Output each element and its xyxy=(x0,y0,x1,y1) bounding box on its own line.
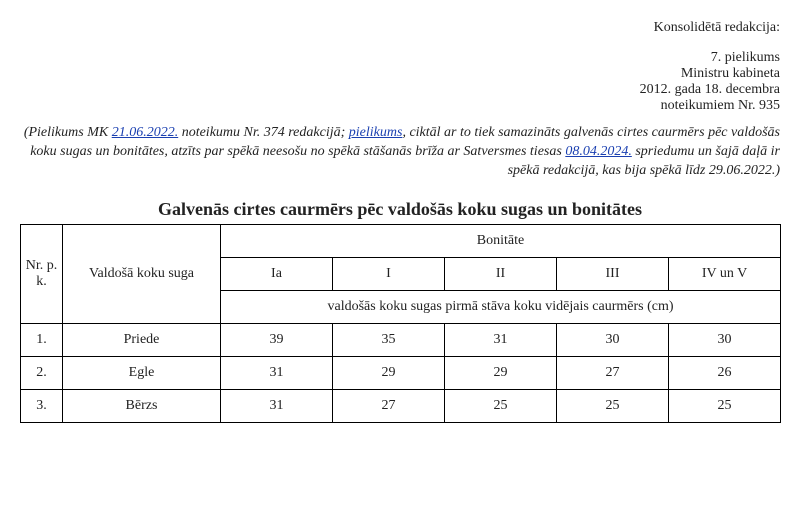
col-header-species: Valdošā koku suga xyxy=(63,224,221,323)
col-header-bon: I xyxy=(333,257,445,290)
note-text: (Pielikums MK xyxy=(24,125,112,140)
cell-value: 35 xyxy=(333,323,445,356)
cell-nr: 2. xyxy=(21,356,63,389)
col-header-nr: Nr. p. k. xyxy=(21,224,63,323)
col-header-bonitate: Bonitāte xyxy=(221,224,781,257)
note-link-date1[interactable]: 21.06.2022. xyxy=(112,125,179,140)
header-regulation: noteikumiem Nr. 935 xyxy=(20,98,780,114)
cell-species: Egle xyxy=(63,356,221,389)
cell-value: 39 xyxy=(221,323,333,356)
note-text: noteikumu Nr. 374 redakcijā; xyxy=(178,125,349,140)
header-annex: 7. pielikums xyxy=(20,50,780,66)
cell-nr: 1. xyxy=(21,323,63,356)
table-row: 3. Bērzs 31 27 25 25 25 xyxy=(21,389,781,422)
note-link-attachment[interactable]: pielikums xyxy=(349,125,403,140)
cell-nr: 3. xyxy=(21,389,63,422)
table-header-row: Nr. p. k. Valdošā koku suga Bonitāte xyxy=(21,224,781,257)
cell-value: 25 xyxy=(557,389,669,422)
col-subheader: valdošās koku sugas pirmā stāva koku vid… xyxy=(221,290,781,323)
cell-species: Bērzs xyxy=(63,389,221,422)
header-cabinet: Ministru kabineta xyxy=(20,66,780,82)
diameter-table: Nr. p. k. Valdošā koku suga Bonitāte Ia … xyxy=(20,224,781,423)
cell-value: 30 xyxy=(557,323,669,356)
cell-value: 25 xyxy=(669,389,781,422)
cell-value: 27 xyxy=(333,389,445,422)
table-row: 2. Egle 31 29 29 27 26 xyxy=(21,356,781,389)
cell-value: 26 xyxy=(669,356,781,389)
col-header-bon: IV un V xyxy=(669,257,781,290)
col-header-bon: III xyxy=(557,257,669,290)
page-title: Galvenās cirtes caurmērs pēc valdošās ko… xyxy=(20,199,780,220)
cell-value: 27 xyxy=(557,356,669,389)
col-header-bon: Ia xyxy=(221,257,333,290)
cell-value: 25 xyxy=(445,389,557,422)
cell-species: Priede xyxy=(63,323,221,356)
cell-value: 31 xyxy=(445,323,557,356)
header-consolidated: Konsolidētā redakcija: xyxy=(20,20,780,36)
header-block: Konsolidētā redakcija: 7. pielikums Mini… xyxy=(20,20,780,114)
cell-value: 31 xyxy=(221,389,333,422)
cell-value: 31 xyxy=(221,356,333,389)
cell-value: 30 xyxy=(669,323,781,356)
note-link-date2[interactable]: 08.04.2024. xyxy=(565,144,632,159)
header-date: 2012. gada 18. decembra xyxy=(20,82,780,98)
col-header-bon: II xyxy=(445,257,557,290)
table-row: 1. Priede 39 35 31 30 30 xyxy=(21,323,781,356)
annotation-note: (Pielikums MK 21.06.2022. noteikumu Nr. … xyxy=(20,124,780,181)
cell-value: 29 xyxy=(445,356,557,389)
cell-value: 29 xyxy=(333,356,445,389)
